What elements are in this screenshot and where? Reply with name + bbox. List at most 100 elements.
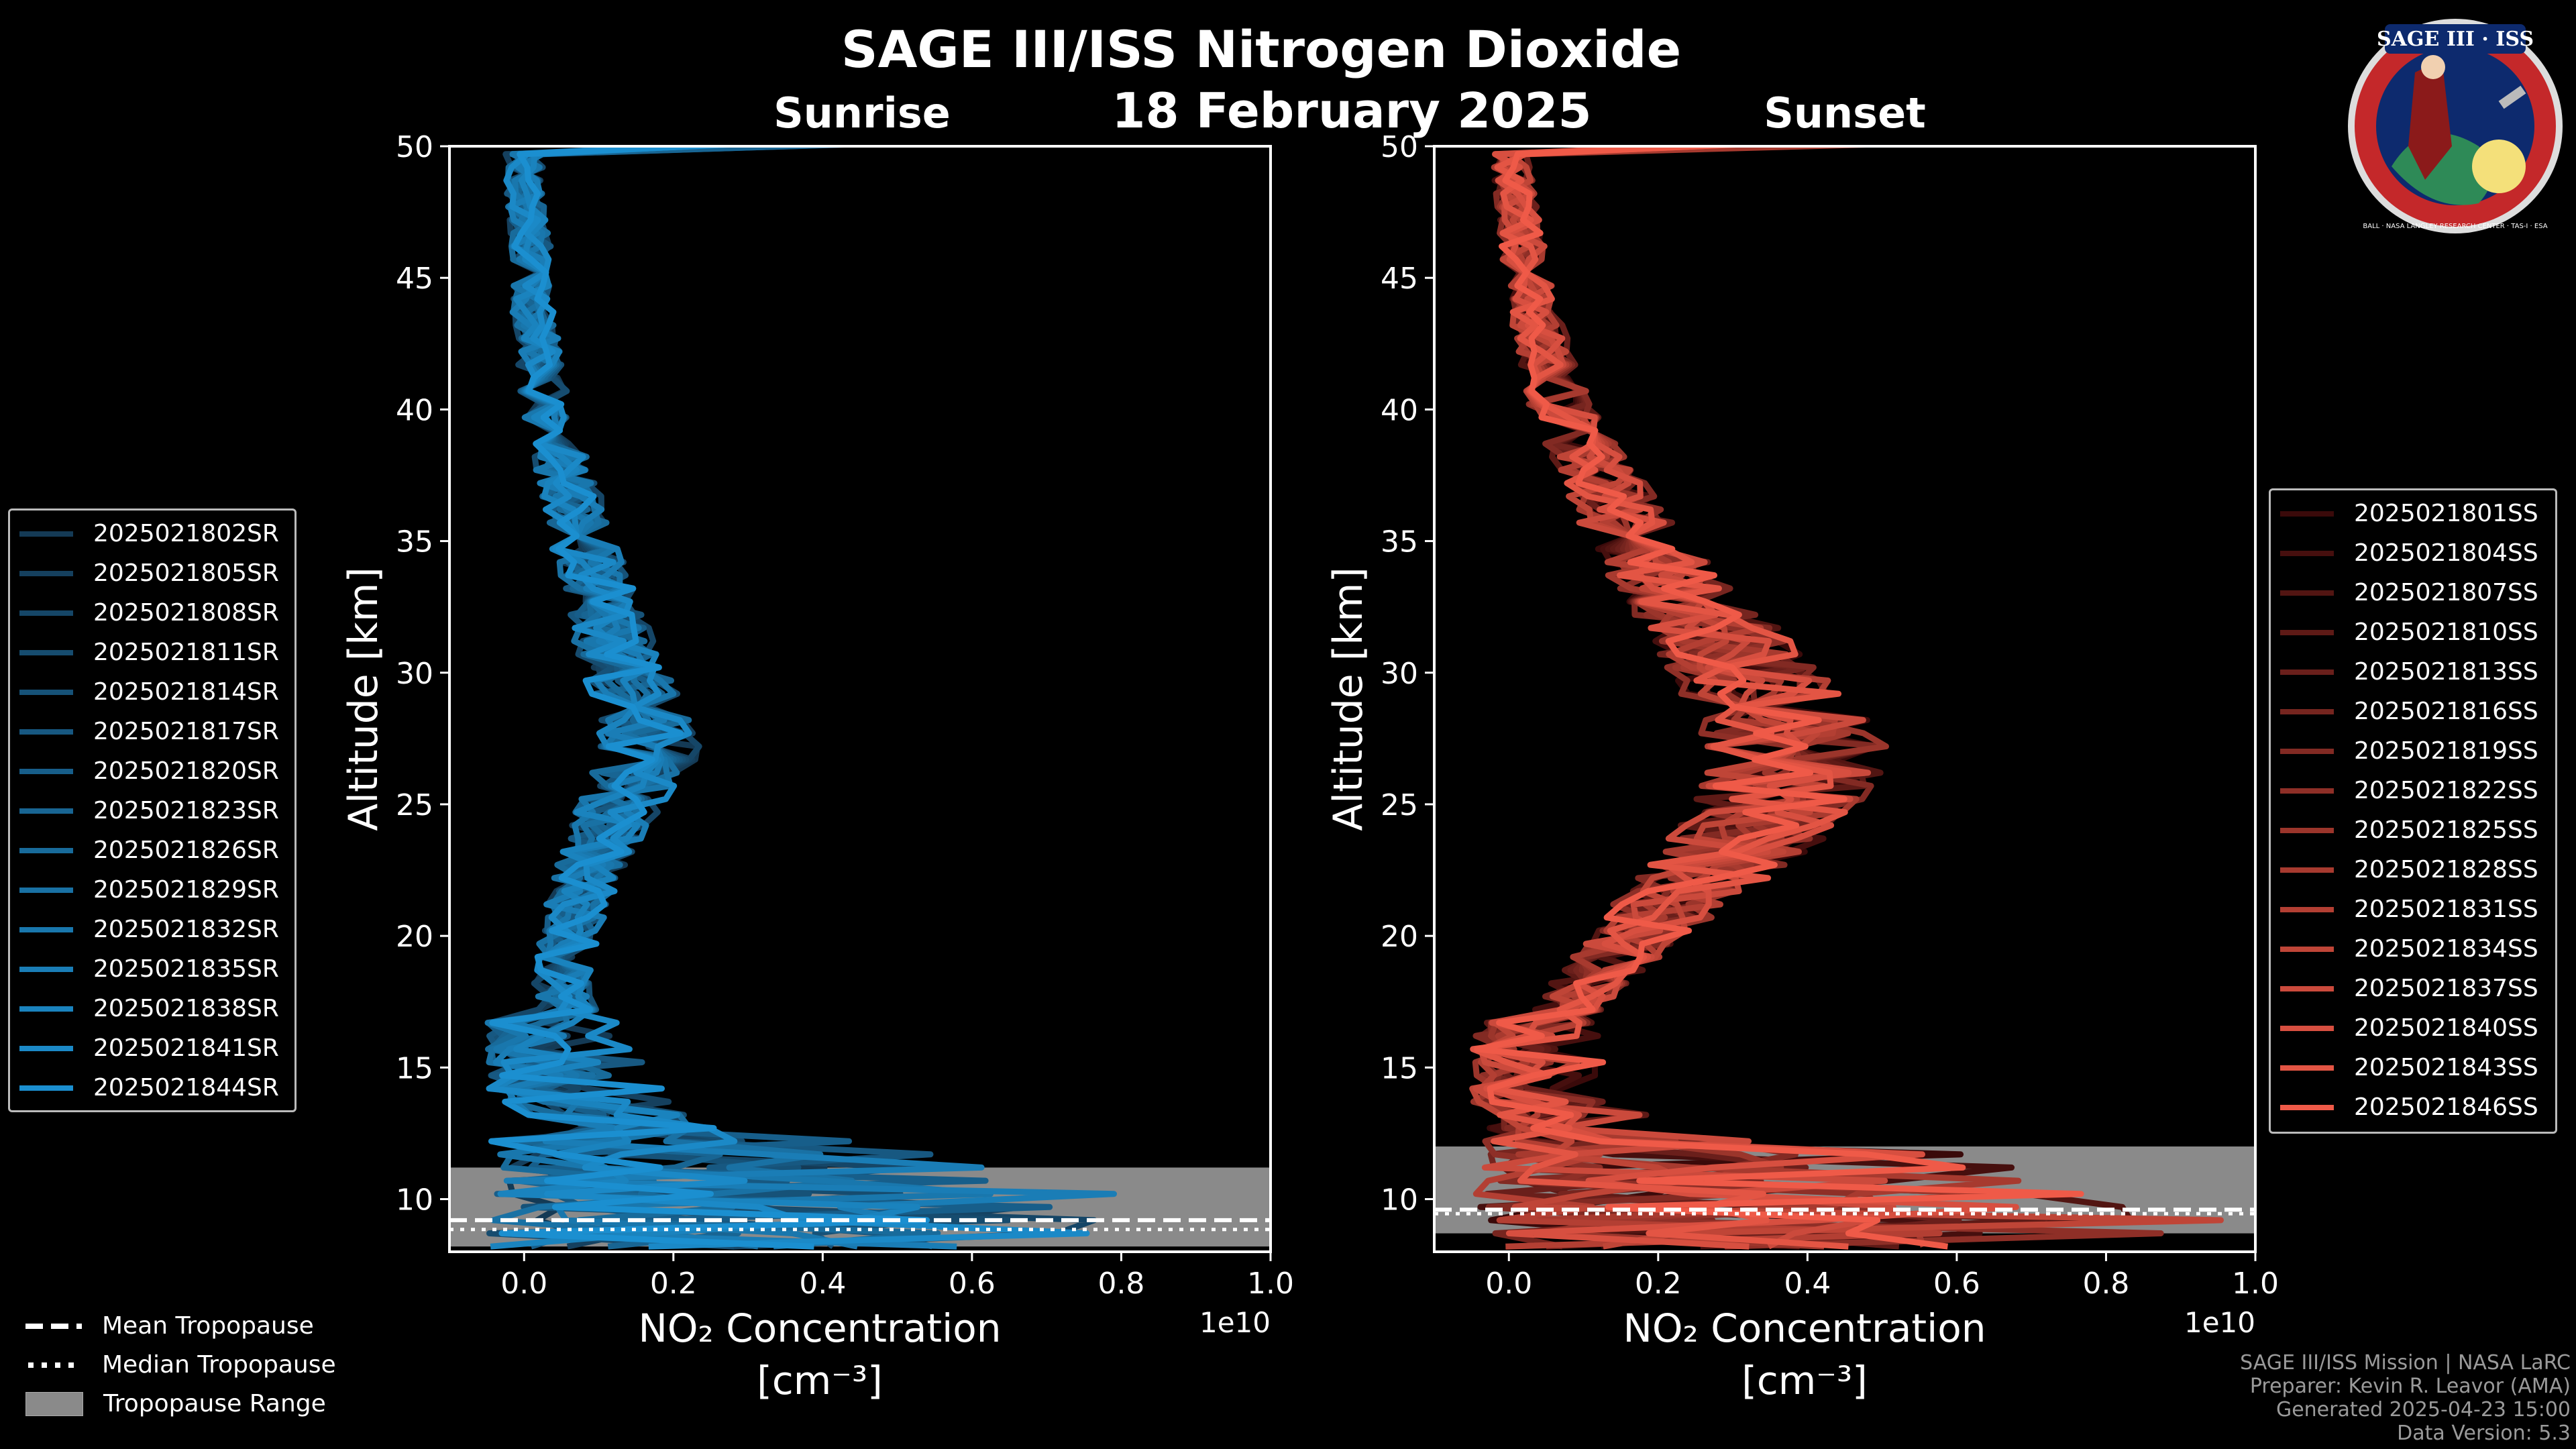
sunset-legend-label: 2025021828SS <box>2354 856 2538 883</box>
sunrise-legend-entry: 2025021832SR <box>19 916 279 943</box>
sunrise-legend-label: 2025021811SR <box>93 639 279 666</box>
credits-data-version: Data Version: 5.3 <box>2397 1421 2571 1445</box>
sunset-legend-entry: 2025021816SS <box>2280 698 2538 725</box>
sunset-legend-swatch <box>2280 946 2334 952</box>
sunset-legend-entry: 2025021822SS <box>2280 777 2538 804</box>
sunset-legend-swatch <box>2280 708 2334 714</box>
sunrise-legend-entry: 2025021841SR <box>19 1034 279 1062</box>
sunset-legend-label: 2025021840SS <box>2354 1014 2538 1042</box>
sunrise-legend-swatch <box>19 887 73 893</box>
sunrise-legend-label: 2025021820SR <box>93 757 279 785</box>
sunrise-legend-swatch <box>19 649 73 655</box>
sunrise-xtick-label: 1.0 <box>1247 1267 1294 1301</box>
sunset-legend-label: 2025021819SS <box>2354 737 2538 765</box>
sunset-legend-entry: 2025021846SS <box>2280 1093 2538 1121</box>
sunrise-legend-swatch <box>19 926 73 932</box>
sunset-xlabel: NO₂ Concentration <box>1623 1305 1986 1351</box>
sunset-x-multiplier: 1e10 <box>2184 1306 2255 1339</box>
sunset-legend-label: 2025021807SS <box>2354 579 2538 606</box>
sunset-profile-2025021840SS <box>1477 146 2019 1250</box>
sunset-ytick-label: 50 <box>1381 130 1418 164</box>
sunset-legend-swatch <box>2280 788 2334 794</box>
sunrise-panel: Sunrise 10 15 20 25 30 35 40 45 50 0.0 0.2 0.4 0.6 0.8… <box>340 89 1294 1403</box>
sunset-ytick-label: 40 <box>1381 393 1418 427</box>
sunrise-profile-2025021841SR <box>486 146 1090 1250</box>
sunrise-legend-label: 2025021814SR <box>93 678 279 706</box>
sunset-legend-label: 2025021846SS <box>2354 1093 2538 1121</box>
sunrise-legend-label: 2025021844SR <box>93 1074 279 1102</box>
sunset-legend-swatch <box>2280 906 2334 912</box>
sunset-xtick-label: 0.6 <box>1933 1267 1980 1301</box>
sunset-legend-entry: 2025021810SS <box>2280 619 2538 646</box>
sunset-legend-label: 2025021813SS <box>2354 658 2538 686</box>
sunrise-legend-swatch <box>19 966 73 972</box>
sunset-ytick-label: 20 <box>1381 920 1418 954</box>
sunset-legend-swatch <box>2280 1104 2334 1110</box>
sunrise-legend-label: 2025021817SR <box>93 718 279 745</box>
logo-ring-text: BALL · NASA LANGLEY RESEARCH CENTER · TA… <box>2363 223 2547 230</box>
sunrise-ytick-label: 20 <box>396 920 433 954</box>
sunrise-profile-2025021832SR <box>484 146 994 1250</box>
sunset-xtick-label: 0.8 <box>2082 1267 2129 1301</box>
sunrise-legend-swatch <box>19 689 73 695</box>
sunrise-plot-frame <box>448 145 1272 1253</box>
sunrise-ytick-label: 30 <box>396 657 433 691</box>
sunset-legend-label: 2025021843SS <box>2354 1054 2538 1081</box>
sunrise-legend-entry: 2025021829SR <box>19 876 279 904</box>
sunrise-ytick-label: 50 <box>396 130 433 164</box>
sunset-profile-2025021828SS <box>1485 146 2022 1248</box>
mean-tropopause-entry: Mean Tropopause <box>25 1312 314 1340</box>
sunset-legend-swatch <box>2280 867 2334 873</box>
sunset-legend: 2025021801SS 2025021804SS 2025021807SS 2025… <box>2269 488 2557 1134</box>
sunset-legend-label: 2025021810SS <box>2354 619 2538 646</box>
sunset-panel: Sunset 10 15 20 25 30 35 40 45 50 0.0 0.2 0.4 0.6 0.8 1… <box>1325 89 2279 1403</box>
sunrise-legend-swatch <box>19 1045 73 1051</box>
sunset-legend-label: 2025021825SS <box>2354 816 2538 844</box>
sunset-xtick-label: 0.4 <box>1784 1267 1831 1301</box>
sunset-legend-entry: 2025021807SS <box>2280 579 2538 606</box>
sunrise-legend-swatch <box>19 847 73 853</box>
sunrise-profile-2025021835SR <box>492 146 1117 1250</box>
sunset-ytick-label: 10 <box>1381 1183 1418 1218</box>
sunrise-xtick-label: 0.6 <box>949 1267 996 1301</box>
logo-title: SAGE III · ISS <box>2377 28 2534 51</box>
sunset-legend-swatch <box>2280 1065 2334 1071</box>
sunrise-legend-entry: 2025021820SR <box>19 757 279 785</box>
sunset-profile-2025021837SS <box>1472 146 1896 1250</box>
sunset-legend-swatch <box>2280 629 2334 635</box>
sunset-legend-entry: 2025021804SS <box>2280 539 2538 567</box>
sunset-legend-entry: 2025021828SS <box>2280 856 2538 883</box>
sunset-legend-entry: 2025021840SS <box>2280 1014 2538 1042</box>
sunset-ytick-label: 25 <box>1381 788 1418 822</box>
sunrise-profile-2025021826SR <box>485 146 941 1250</box>
sunrise-legend-entry: 2025021808SR <box>19 599 279 627</box>
sunrise-profile-2025021829SR <box>486 146 855 1250</box>
sunset-xtick-label: 0.2 <box>1635 1267 1682 1301</box>
sunset-ytick-label: 35 <box>1381 525 1418 559</box>
credits-generated: Generated 2025-04-23 15:00 <box>2275 1398 2571 1421</box>
sunset-legend-entry: 2025021834SS <box>2280 935 2538 963</box>
sunrise-panel-title: Sunrise <box>773 89 951 138</box>
sunrise-legend-swatch <box>19 1085 73 1091</box>
sunrise-legend-entry: 2025021811SR <box>19 639 279 666</box>
sunrise-ytick-label: 10 <box>396 1183 433 1218</box>
sunrise-legend-swatch <box>19 570 73 576</box>
sunset-legend-entry: 2025021801SS <box>2280 500 2538 527</box>
sunset-legend-label: 2025021831SS <box>2354 896 2538 923</box>
sunset-legend-label: 2025021834SS <box>2354 935 2538 963</box>
median-tropopause-label: Median Tropopause <box>102 1351 336 1379</box>
sunrise-xtick-label: 0.4 <box>799 1267 846 1301</box>
sunset-legend-label: 2025021837SS <box>2354 975 2538 1002</box>
sunset-legend-swatch <box>2280 748 2334 754</box>
sunrise-legend-label: 2025021823SR <box>93 797 279 824</box>
sunrise-legend-swatch <box>19 808 73 814</box>
sunset-legend-swatch <box>2280 1025 2334 1031</box>
tropopause-range-label: Tropopause Range <box>103 1390 326 1417</box>
sunset-ytick-label: 45 <box>1381 262 1418 296</box>
sunset-legend-entry: 2025021843SS <box>2280 1054 2538 1081</box>
sunset-panel-title: Sunset <box>1764 89 1926 138</box>
sunset-ytick-label: 30 <box>1381 657 1418 691</box>
sunrise-profile-2025021838SR <box>490 146 920 1250</box>
sunrise-xtick-label: 0.0 <box>500 1267 547 1301</box>
sunrise-legend-swatch <box>19 531 73 537</box>
